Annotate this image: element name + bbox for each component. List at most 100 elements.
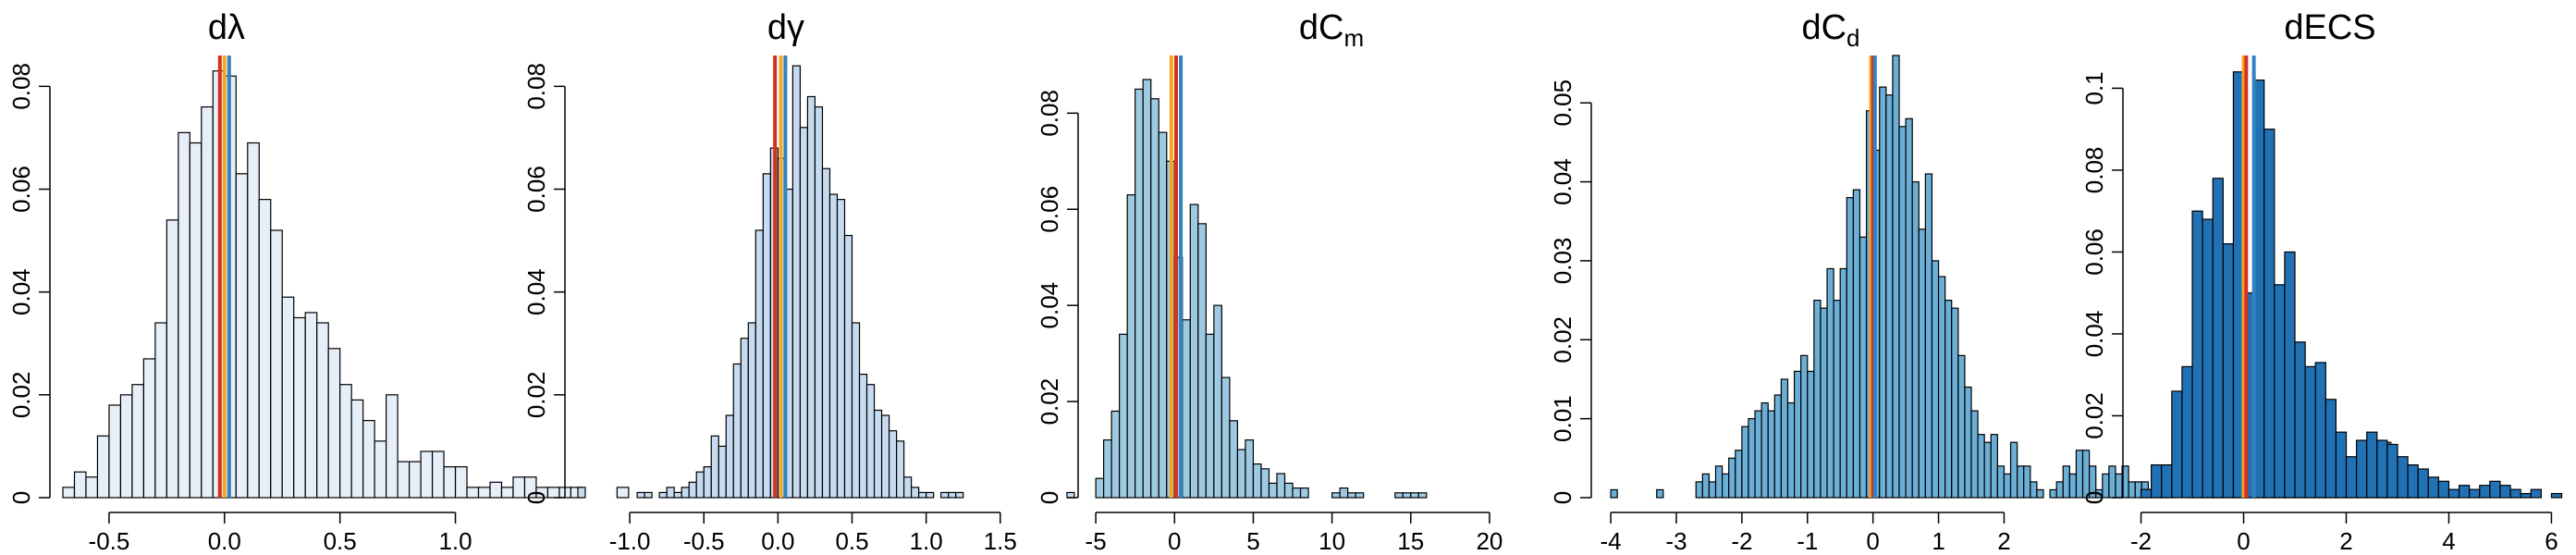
histogram-bar (1410, 492, 1419, 499)
histogram-bar (688, 481, 697, 499)
histogram-bar (247, 142, 260, 499)
histogram-bar (1260, 468, 1270, 499)
histogram-bar (2458, 485, 2471, 499)
histogram-bar (1182, 319, 1191, 499)
histogram-bar (142, 358, 156, 499)
histogram-bar (2263, 129, 2275, 499)
histogram-bar (1299, 487, 1309, 499)
histogram-bar (710, 435, 719, 499)
histogram-bar (1820, 307, 1828, 499)
histogram-bar (1858, 236, 1868, 499)
y-tick-label: 0.05 (1549, 80, 1576, 127)
histogram-bar (725, 414, 734, 499)
histogram-bar (1879, 86, 1887, 499)
x-tick-label: 15 (1397, 527, 1424, 555)
histogram-bar (2520, 492, 2532, 499)
histogram-bar (454, 466, 468, 499)
histogram-bar (695, 471, 705, 499)
histogram-bar (1964, 386, 1972, 499)
histogram-bar (1898, 126, 1907, 499)
histogram-bar (1213, 304, 1222, 499)
histogram-bar (1990, 434, 1998, 499)
histogram-bar (1957, 354, 1966, 499)
x-tick-label: 20 (1476, 527, 1503, 555)
histogram-bar (420, 450, 434, 499)
panel-title: dλ (208, 8, 245, 47)
histogram-bar (1283, 482, 1294, 499)
histogram-bar (666, 487, 675, 499)
histogram-bar (1905, 117, 1913, 499)
histogram-bar (2140, 488, 2153, 499)
histogram-bar (327, 348, 341, 499)
y-tick-label: 0.03 (1549, 238, 1576, 285)
panel-2: 0 0.02 0.04 0.06 0.08 -1.0 -0.5 0.0 0.5 1.0 1.5 dγ (522, 8, 1075, 555)
histogram-bar (799, 127, 809, 499)
histogram-bar (431, 450, 445, 499)
histogram-bar (2191, 210, 2203, 499)
x-tick-label: -0.5 (683, 527, 725, 555)
histogram-bar (1833, 300, 1841, 499)
histogram-bar (1197, 223, 1207, 499)
histogram-bar (2530, 488, 2542, 499)
histogram-bar (1885, 94, 1894, 499)
histogram-bar (131, 384, 145, 499)
x-tick-label: 10 (1319, 527, 1345, 555)
y-tick-label: 0.04 (2080, 311, 2108, 358)
histogram-bar (1786, 401, 1796, 499)
y-tick-label: 0.02 (1549, 316, 1576, 364)
x-tick-label: 0.5 (324, 527, 357, 555)
histogram-bar (85, 476, 99, 499)
histogram-bar (636, 491, 645, 499)
panel-title-main: dC (1299, 8, 1344, 47)
panel-title-main: dECS (2284, 8, 2375, 47)
y-tick-label: 0 (1036, 491, 1063, 504)
histogram-bar (2479, 485, 2491, 499)
histogram-bar (2335, 431, 2348, 499)
histogram-bar (2366, 431, 2378, 499)
y-tick-label: 0.06 (7, 166, 35, 213)
histogram-bar (918, 491, 927, 499)
histogram-bar (740, 338, 749, 499)
histogram-bar (843, 234, 853, 499)
histogram-bar (1142, 79, 1152, 499)
histogram-bar (1695, 481, 1703, 499)
histogram-bar (374, 440, 387, 499)
histogram-bar (1924, 173, 1933, 499)
histogram-bar (1292, 487, 1302, 499)
histogram-bar (1150, 98, 1159, 499)
x-tick-label: 5 (1246, 527, 1259, 555)
histogram-bar (2222, 242, 2235, 499)
histogram-bar (955, 491, 964, 499)
histogram-bar (1944, 300, 1953, 499)
y-tick-label: 0.04 (1036, 282, 1063, 329)
histogram-bar (732, 363, 742, 499)
x-tick-label: 1.0 (438, 527, 472, 555)
y-tick-label: 0.06 (522, 166, 550, 213)
histogram-bar (1245, 439, 1255, 499)
histogram-bar (681, 487, 690, 499)
histogram-bar (895, 440, 905, 499)
histogram-bar (1852, 189, 1861, 499)
histogram-bar (2068, 473, 2078, 499)
histogram-bar (2115, 473, 2123, 499)
histogram-bar (362, 420, 375, 499)
panel-4: 0 0.01 0.02 0.03 0.04 0.05 -4 -3 -2 -1 0 1 2 dCd (1549, 8, 2424, 555)
histogram-bar (1793, 370, 1802, 499)
panel-title: dγ (767, 8, 804, 47)
histogram-bar (2202, 218, 2214, 499)
histogram-bar (397, 461, 411, 499)
histogram-bar (747, 322, 756, 499)
x-tick-label: -2 (2130, 527, 2152, 555)
panel-title: dCd (1801, 8, 1859, 52)
histogram-bar (2499, 485, 2511, 499)
histogram-bar (1126, 194, 1136, 499)
x-tick-label: 0 (2237, 527, 2250, 555)
histogram-bar (2017, 465, 2025, 499)
histogram-bar (1236, 449, 1246, 499)
histogram-bar (2081, 450, 2091, 499)
histogram-bar (443, 466, 457, 499)
histogram-bar (235, 173, 249, 499)
histogram-bar (489, 481, 503, 499)
histogram-bar (1911, 180, 1920, 499)
histogram-bar (258, 199, 272, 499)
